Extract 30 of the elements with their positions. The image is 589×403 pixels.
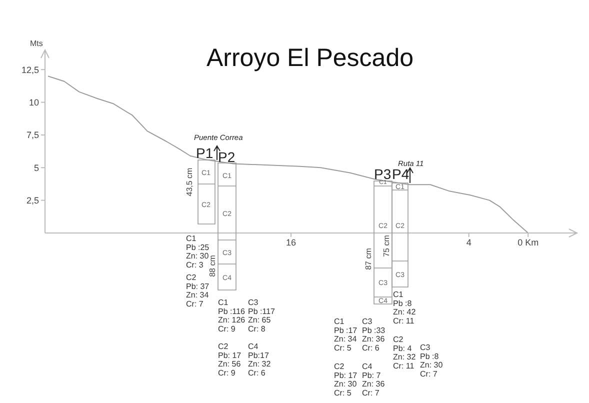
text: C2 Pb: 17 Zn: 56 Cr: 9 [218, 342, 242, 378]
text: C2 Pb: 17 Zn: 30 Cr: 5 [334, 362, 358, 398]
text: C3 Pb :117 Zn: 65 Cr: 8 [248, 298, 276, 334]
annotation: 43,5 cm [185, 167, 194, 196]
annotation: P4 [392, 166, 410, 182]
y-tick-label: 7,5 [26, 130, 39, 140]
text: C1 Pb :116 Zn: 126 Cr: 9 [218, 298, 246, 334]
x-tick-label: 4 [466, 237, 472, 248]
text: C3 Pb :8 Zn: 30 Cr: 7 [420, 343, 444, 378]
text: C1 Pb :17 Zn: 34 Cr: 5 [334, 317, 358, 352]
annotation: P1 [196, 145, 214, 161]
text: C1 Pb :25 Zn: 30 Cr: 3 [186, 234, 210, 270]
text: C2 Pb: 37 Zn: 34 Cr: 7 [186, 273, 210, 308]
text: C4 Pb: 7 Zn: 36 Cr: 7 [362, 362, 386, 398]
text: C3 Pb :33 Zn: 36 Cr: 6 [362, 317, 386, 352]
chart-title: Arroyo El Pescado [206, 44, 414, 72]
y-tick-label: 2,5 [26, 196, 39, 206]
x-tick-label: 0 Km [518, 237, 539, 248]
annotation: P2 [218, 149, 236, 165]
y-tick-label: 12,5 [21, 64, 39, 75]
x-tick-label: 16 [286, 237, 296, 248]
text: C4 Pb:17 Zn: 32 Cr: 6 [248, 342, 272, 378]
text: 88 cm [208, 254, 217, 277]
text: C1 Pb :8 Zn: 42 Cr: 11 [393, 290, 416, 326]
text: 87 cm [364, 248, 373, 270]
y-tick-label: 5 [34, 162, 39, 173]
y-tick-label: 10 [28, 97, 39, 108]
y-axis-title: Mts [30, 39, 43, 48]
text: C2 Pb: 4 Zn: 32 Cr: 11 [393, 335, 416, 370]
text: 75 cm [382, 234, 391, 257]
